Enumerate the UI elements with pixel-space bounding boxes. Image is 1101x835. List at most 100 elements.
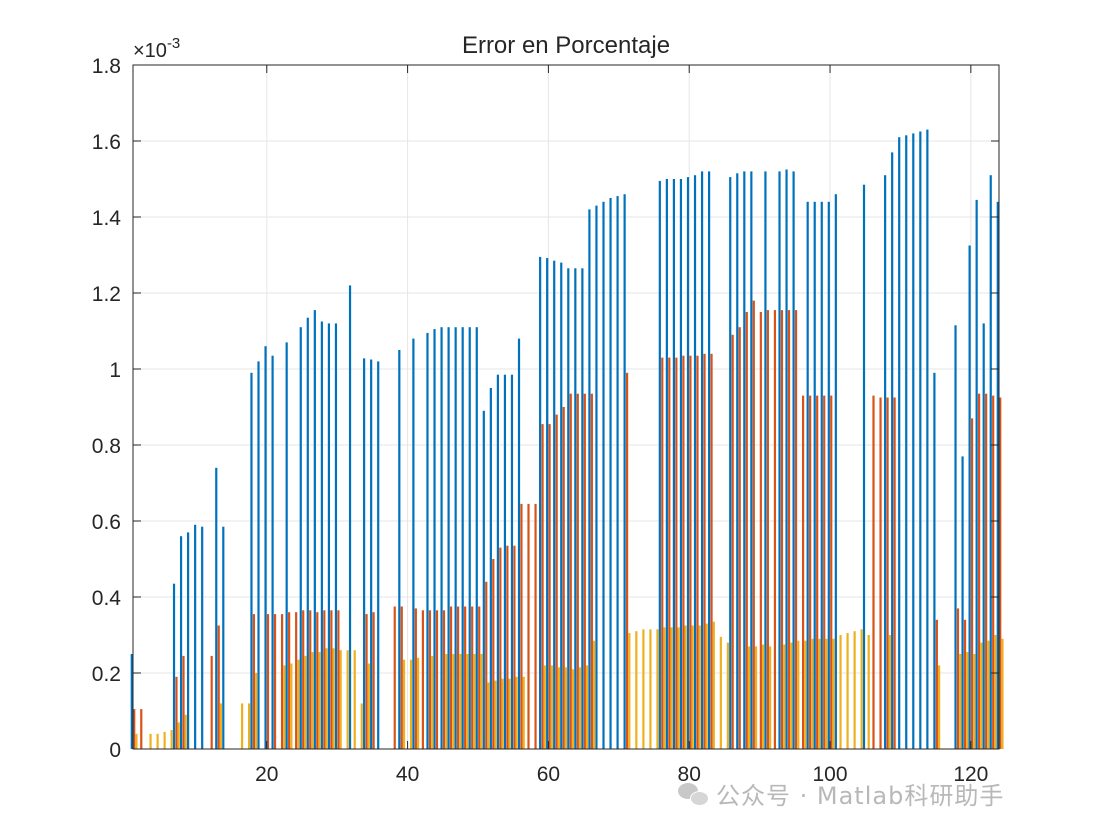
bar-series-3	[494, 680, 497, 749]
y-tick-label: 1.8	[92, 55, 121, 78]
bar-series-2	[140, 709, 143, 749]
bar-series-2	[471, 606, 474, 749]
bar-series-2	[886, 397, 889, 749]
bar-series-3	[670, 627, 673, 749]
bar-series-3	[994, 635, 997, 749]
bar-series-1	[912, 133, 915, 749]
bar-series-3	[888, 635, 891, 749]
bar-series-2	[830, 395, 833, 749]
bar-series-2	[583, 393, 586, 749]
bar-series-3	[698, 625, 701, 749]
bar-series-2	[365, 614, 368, 749]
bar-series-1	[194, 524, 197, 749]
bar-series-2	[175, 676, 178, 749]
bar-series-3	[966, 652, 969, 749]
bar-series-1	[179, 536, 183, 749]
bar-series-3	[367, 663, 370, 749]
bar-series-3	[325, 648, 328, 749]
bar-series-1	[461, 327, 464, 749]
bar-series-2	[456, 606, 460, 749]
bar-series-2	[288, 612, 291, 749]
bar-series-3	[642, 629, 645, 749]
y-exponent-base: ×10	[133, 40, 167, 62]
y-tick-label: 1.2	[92, 283, 121, 306]
bar-series-1	[426, 332, 429, 749]
bar-series-1	[975, 199, 978, 749]
bar-series-3	[769, 646, 772, 749]
bar-series-1	[560, 262, 563, 749]
bar-series-1	[517, 338, 521, 749]
bar-series-2	[562, 407, 565, 749]
wechat-icon	[678, 781, 709, 807]
bar-series-2	[252, 614, 256, 749]
bar-series-2	[295, 612, 298, 749]
bar-series-3	[719, 636, 722, 749]
bar-series-1	[567, 268, 570, 749]
bar-series-1	[257, 361, 260, 749]
bar-series-2	[576, 393, 579, 749]
bar-series-3	[522, 676, 525, 749]
bar-series-1	[820, 201, 823, 750]
bar-series-1	[665, 179, 668, 749]
bar-series-1	[327, 323, 331, 749]
y-tick-label: 0.4	[92, 587, 122, 610]
bar-series-2	[302, 610, 305, 749]
bar-series-3	[557, 667, 561, 749]
bar-series-1	[926, 129, 929, 750]
x-tick-label: 120	[953, 763, 988, 786]
bar-series-2	[555, 414, 558, 749]
x-tick-label: 60	[537, 763, 560, 786]
bar-series-3	[649, 629, 652, 749]
y-tick-label: 0.2	[92, 663, 121, 686]
bar-series-1	[468, 327, 471, 749]
bar-series-1	[398, 350, 401, 749]
bar-series-3	[431, 655, 434, 749]
bar-series-2	[661, 357, 664, 749]
bar-series-3	[628, 633, 631, 749]
bar-series-3	[578, 667, 582, 749]
bar-series-3	[297, 659, 300, 749]
bar-series-3	[818, 638, 821, 749]
bar-series-3	[452, 654, 455, 749]
bar-series-1	[595, 205, 598, 750]
bar-series-3	[353, 650, 356, 749]
bar-series-3	[163, 731, 166, 749]
bar-series-1	[588, 209, 591, 749]
bar-series-1	[581, 268, 584, 749]
y-tick-label: 1	[109, 359, 121, 382]
bar-series-2	[978, 393, 981, 749]
bar-series-3	[726, 642, 729, 749]
bar-series-1	[412, 338, 415, 749]
bar-series-1	[961, 456, 964, 749]
bar-series-3	[867, 635, 870, 749]
bar-series-2	[970, 418, 974, 749]
bar-series-2	[752, 300, 755, 749]
y-tick-label: 0.8	[92, 435, 121, 458]
bar-series-1	[764, 171, 767, 749]
bar-series-2	[787, 310, 791, 749]
bar-series-2	[703, 353, 706, 749]
bar-series-2	[738, 327, 741, 749]
x-tick-label: 80	[678, 763, 701, 786]
bar-series-2	[710, 353, 713, 749]
bar-series-3	[304, 655, 307, 749]
bar-series-3	[184, 714, 187, 749]
bar-series-3	[677, 627, 680, 749]
bar-series-1	[510, 374, 514, 749]
bar-series-1	[201, 526, 204, 749]
bar-series-1	[658, 180, 661, 749]
bar-series-3	[290, 663, 293, 749]
bar-series-3	[959, 654, 962, 749]
bar-series-1	[475, 327, 478, 749]
bar-series-2	[372, 612, 375, 749]
bar-series-3	[156, 733, 159, 749]
bar-series-3	[564, 667, 568, 749]
bar-series-1	[602, 201, 605, 750]
bar-series-2	[696, 355, 699, 749]
bar-series-1	[862, 184, 866, 749]
bar-series-3	[508, 678, 511, 749]
y-tick-label: 1.6	[92, 131, 121, 154]
bar-series-2	[273, 614, 277, 749]
bar-series-2	[492, 559, 495, 749]
y-exponent-power: -3	[167, 35, 180, 52]
